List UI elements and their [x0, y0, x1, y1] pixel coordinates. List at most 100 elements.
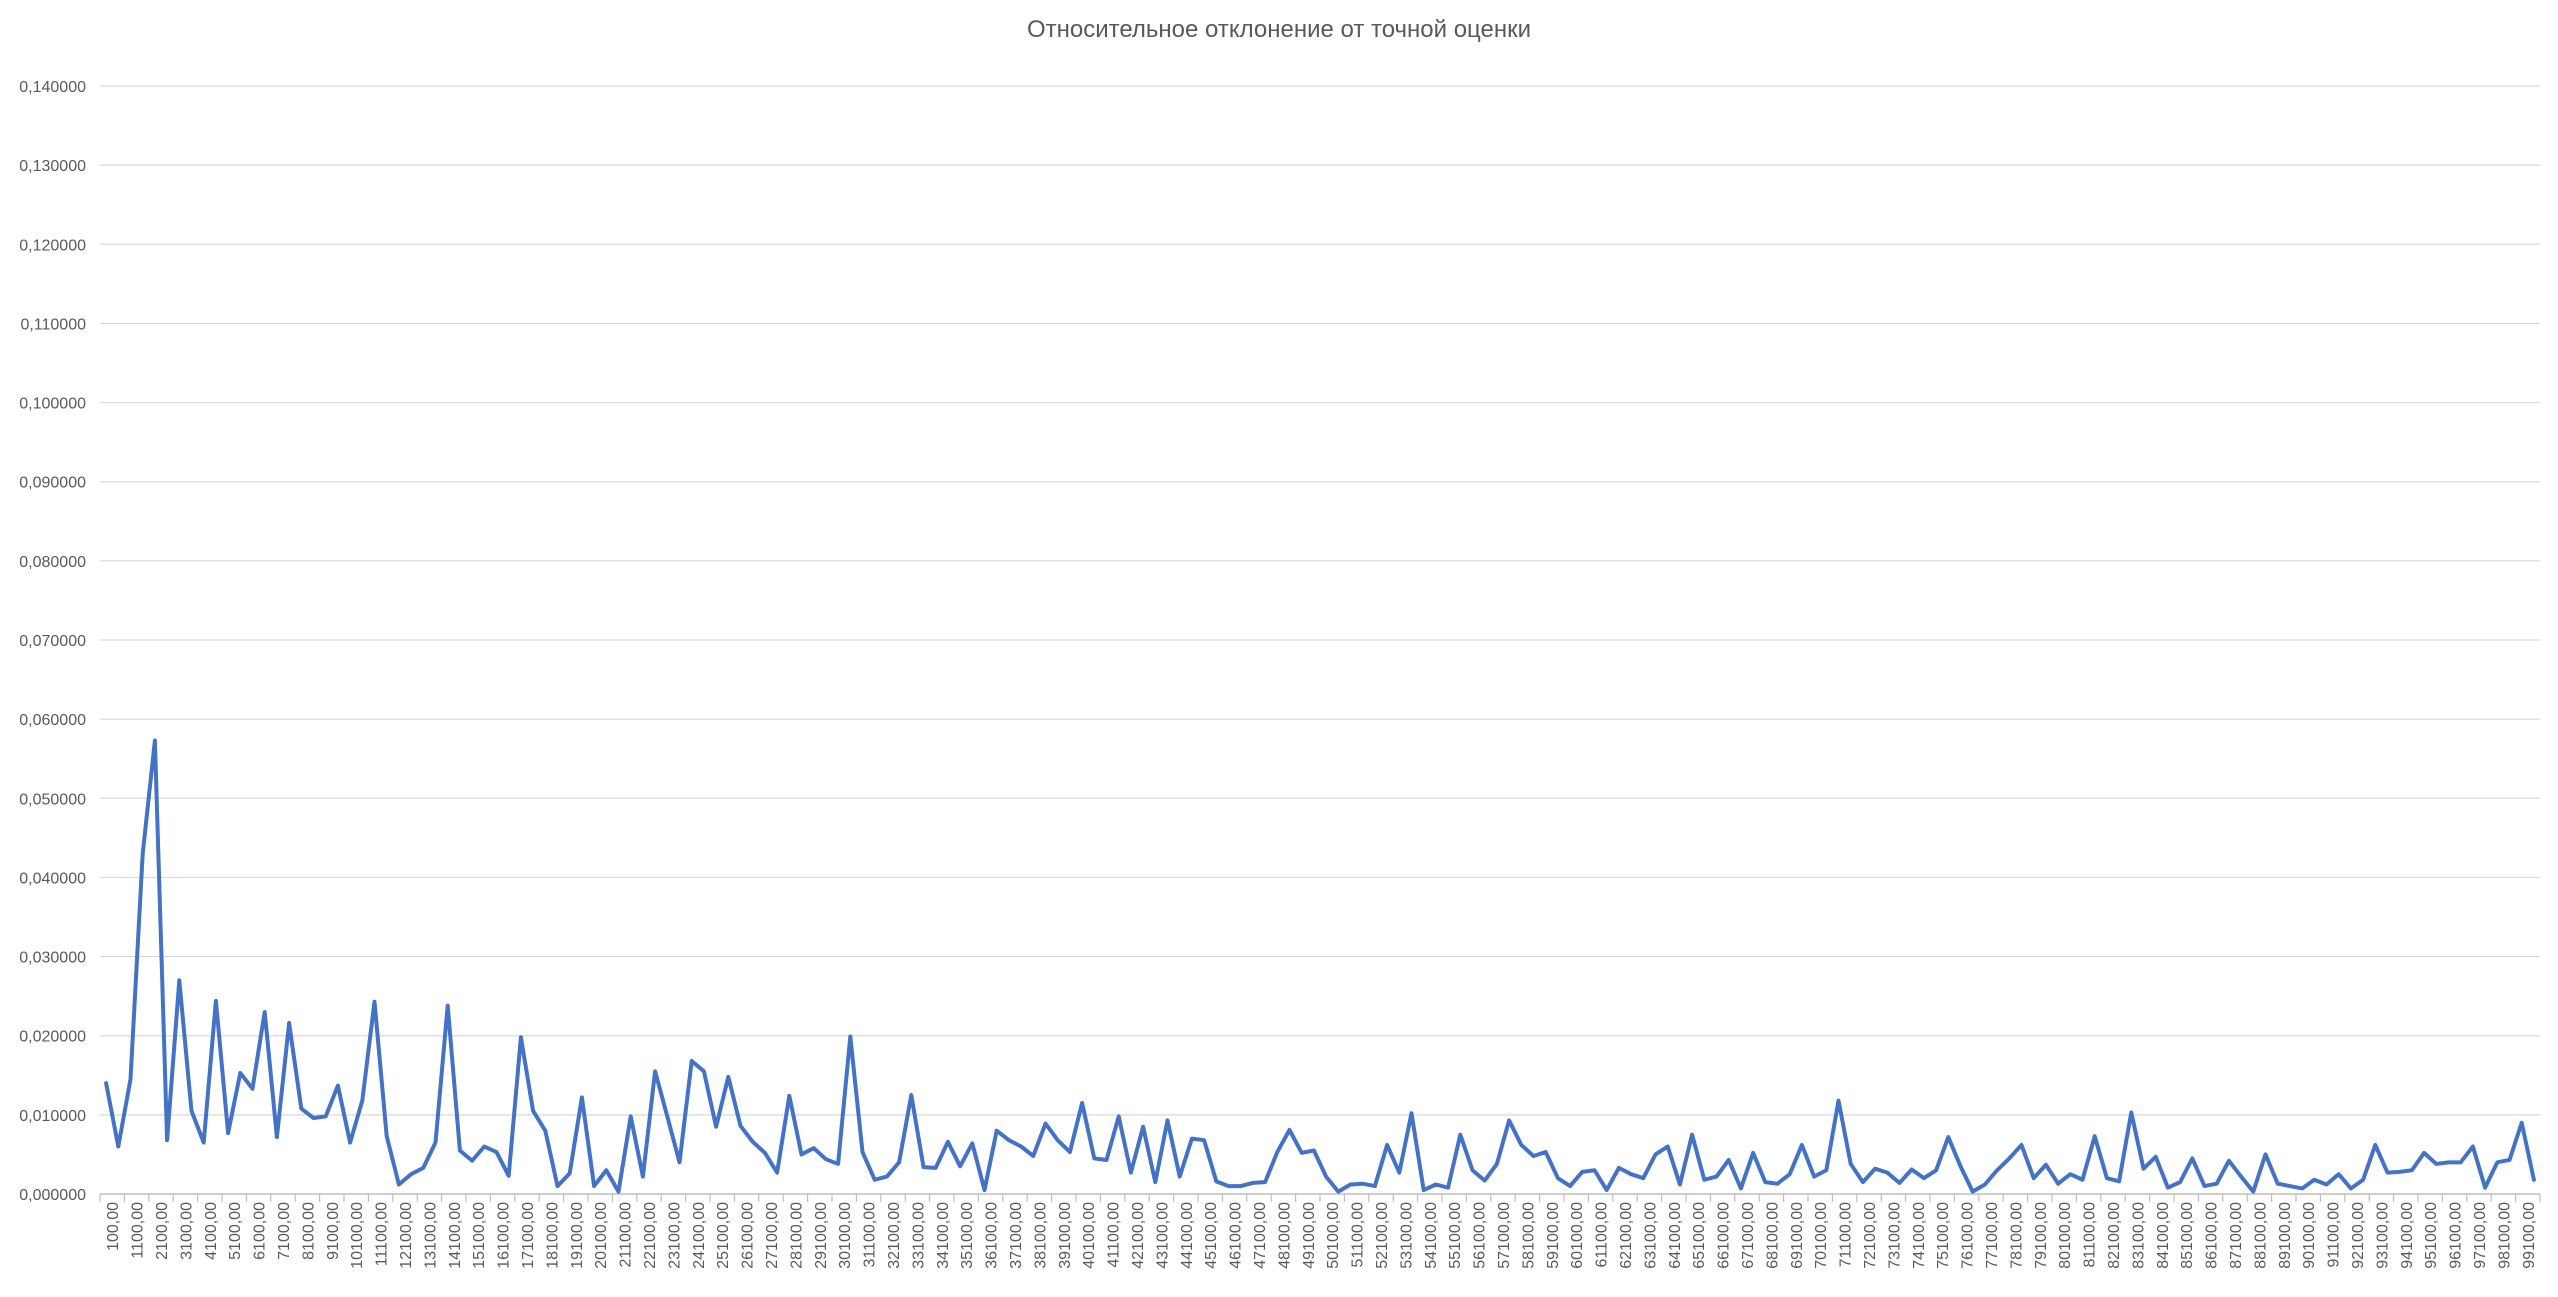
x-tick-label: 41100,00 [1106, 1202, 1123, 1268]
data-point [1556, 1176, 1560, 1180]
x-tick-label: 5100,00 [227, 1202, 244, 1260]
y-tick-label: 0,020000 [19, 1029, 86, 1046]
x-tick-label: 67100,00 [1740, 1202, 1757, 1269]
data-point [1275, 1150, 1279, 1154]
x-tick-label: 96100,00 [2448, 1202, 2465, 1269]
data-point [1861, 1180, 1865, 1184]
gridlines [100, 85, 2540, 1116]
x-tick-label: 95100,00 [2423, 1202, 2440, 1269]
data-point [2459, 1160, 2463, 1164]
x-tick-label: 10100,00 [349, 1202, 366, 1269]
data-point [1690, 1133, 1694, 1137]
x-tick-label: 30100,00 [837, 1202, 854, 1269]
data-point [519, 1035, 523, 1039]
data-point [153, 739, 157, 743]
data-point [1141, 1125, 1145, 1129]
y-tick-label: 0,070000 [19, 633, 86, 650]
data-point [397, 1183, 401, 1187]
data-point [2154, 1155, 2158, 1159]
data-point [165, 1138, 169, 1142]
data-point [446, 1004, 450, 1008]
data-point [1044, 1122, 1048, 1126]
data-point [421, 1166, 425, 1170]
x-tick-label: 36100,00 [984, 1202, 1001, 1269]
x-tick-label: 40100,00 [1081, 1202, 1098, 1269]
data-point [1288, 1128, 1292, 1132]
x-tick-label: 49100,00 [1301, 1202, 1318, 1269]
data-point [2068, 1172, 2072, 1176]
y-axis-tick-labels: 0,000000 0,010000 0,020000 0,030000 0,040000… [19, 79, 86, 1204]
data-point [1190, 1137, 1194, 1141]
chart-title: Относительное отклонение от точной оценк… [1027, 16, 1531, 43]
x-tick-label: 15100,00 [471, 1202, 488, 1269]
y-tick-label: 0,010000 [19, 1108, 86, 1125]
data-point [1837, 1099, 1841, 1103]
data-point [2483, 1186, 2487, 1190]
data-point [129, 1077, 133, 1081]
data-point [177, 978, 181, 982]
data-point [2532, 1178, 2536, 1182]
data-point [2520, 1121, 2524, 1125]
x-tick-label: 3100,00 [178, 1202, 195, 1260]
data-point [1239, 1184, 1243, 1188]
data-point [2093, 1134, 2097, 1138]
data-point [2300, 1186, 2304, 1190]
data-point [885, 1175, 889, 1179]
x-tick-label: 89100,00 [2277, 1202, 2294, 1269]
data-point [2410, 1168, 2414, 1172]
x-tick-label: 6100,00 [252, 1202, 269, 1260]
data-point [2349, 1186, 2353, 1190]
x-tick-label: 42100,00 [1130, 1202, 1147, 1269]
x-tick-label: 76100,00 [1960, 1202, 1977, 1269]
y-tick-label: 0,120000 [19, 237, 86, 254]
data-point [2422, 1151, 2426, 1155]
data-point [946, 1140, 950, 1144]
data-point [702, 1069, 706, 1073]
x-tick-label: 88100,00 [2252, 1202, 2269, 1269]
x-tick-label: 2100,00 [154, 1202, 171, 1260]
data-point [1715, 1175, 1719, 1179]
data-point [1800, 1143, 1804, 1147]
x-tick-label: 55100,00 [1447, 1202, 1464, 1269]
data-point [1031, 1154, 1035, 1158]
data-point [1385, 1143, 1389, 1147]
x-tick-label: 71100,00 [1838, 1202, 1855, 1268]
data-point [556, 1184, 560, 1188]
x-tick-label: 7100,00 [276, 1202, 293, 1260]
data-point [714, 1125, 718, 1129]
x-tick-label: 22100,00 [642, 1202, 659, 1269]
data-point [1995, 1168, 1999, 1172]
x-tick-label: 54100,00 [1423, 1202, 1440, 1269]
data-point [2386, 1171, 2390, 1175]
x-tick-label: 57100,00 [1496, 1202, 1513, 1269]
data-point [2373, 1143, 2377, 1147]
data-point [1434, 1183, 1438, 1187]
data-point [787, 1094, 791, 1098]
data-point [238, 1071, 242, 1075]
data-point [1324, 1175, 1328, 1179]
y-tick-label: 0,090000 [19, 475, 86, 492]
data-point [1727, 1158, 1731, 1162]
data-point [507, 1174, 511, 1178]
data-point [348, 1141, 352, 1145]
data-point [800, 1152, 804, 1156]
data-point [2434, 1162, 2438, 1166]
x-tick-label: 43100,00 [1154, 1202, 1171, 1269]
data-point [958, 1164, 962, 1168]
x-tick-label: 72100,00 [1862, 1202, 1879, 1269]
x-tick-label: 70100,00 [1813, 1202, 1830, 1269]
x-tick-label: 14100,00 [447, 1202, 464, 1269]
data-point [214, 999, 218, 1003]
x-tick-label: 75100,00 [1935, 1202, 1952, 1269]
x-tick-label: 58100,00 [1520, 1202, 1537, 1269]
x-tick-label: 11100,00 [374, 1202, 391, 1266]
data-point [1312, 1148, 1316, 1152]
data-point [1068, 1150, 1072, 1154]
x-tick-label: 84100,00 [2155, 1202, 2172, 1269]
x-tick-label: 9100,00 [325, 1202, 342, 1260]
data-point [2264, 1152, 2268, 1156]
x-tick-label: 66100,00 [1716, 1202, 1733, 1269]
x-tick-label: 78100,00 [2008, 1202, 2025, 1269]
data-point [360, 1099, 364, 1103]
x-tick-label: 99100,00 [2521, 1202, 2538, 1269]
